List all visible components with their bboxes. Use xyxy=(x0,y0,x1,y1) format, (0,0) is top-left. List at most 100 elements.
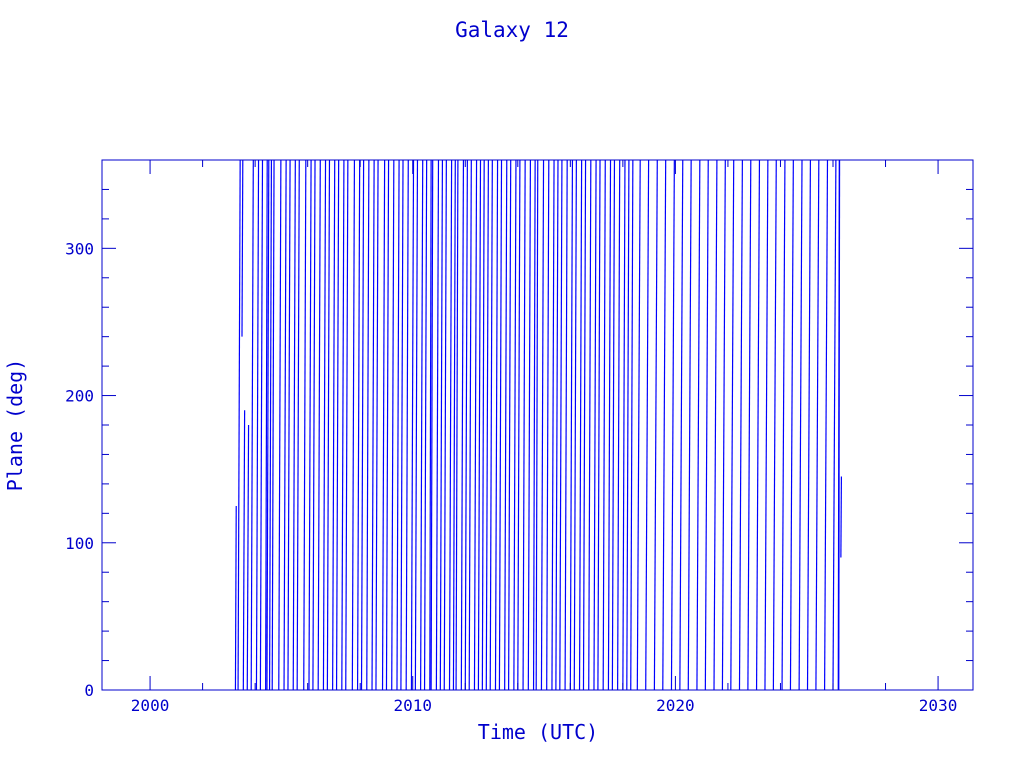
data-segment xyxy=(806,159,812,691)
data-segment xyxy=(755,159,761,691)
data-segment xyxy=(630,159,634,691)
data-segment xyxy=(513,159,517,691)
data-segment xyxy=(296,159,300,691)
data-segment xyxy=(266,159,270,691)
data-segment xyxy=(485,159,489,691)
data-segment xyxy=(481,159,485,691)
data-segment xyxy=(597,159,601,691)
data-segment xyxy=(271,159,275,691)
y-tick-label: 300 xyxy=(65,239,94,258)
data-segment xyxy=(234,505,237,691)
data-segment xyxy=(494,159,499,691)
data-segment xyxy=(396,159,400,691)
data-segment xyxy=(789,159,794,691)
data-segment xyxy=(696,159,701,691)
data-segment xyxy=(371,159,375,691)
data-segment xyxy=(772,159,777,691)
data-segment xyxy=(308,159,312,691)
data-segment xyxy=(237,159,241,691)
data-segment xyxy=(578,159,583,691)
data-segment xyxy=(622,159,626,691)
data-segment xyxy=(423,159,428,691)
data-segment xyxy=(573,159,577,691)
data-segment xyxy=(535,159,539,691)
data-segment xyxy=(840,476,843,558)
data-segment xyxy=(569,159,574,691)
y-tick-label: 200 xyxy=(65,387,94,406)
data-segment xyxy=(611,159,616,691)
data-segment xyxy=(798,159,803,691)
data-segment xyxy=(265,159,268,691)
data-segment xyxy=(838,159,841,691)
x-tick-label: 2020 xyxy=(656,696,695,715)
data-segment xyxy=(662,159,667,691)
data-segment xyxy=(255,159,260,691)
data-segment xyxy=(540,159,545,691)
data-segment xyxy=(345,159,349,691)
data-segment xyxy=(781,159,786,691)
data-segment xyxy=(455,159,459,691)
data-segment xyxy=(653,159,658,691)
data-segment xyxy=(452,159,456,691)
data-segment xyxy=(704,159,709,691)
data-segment xyxy=(391,159,395,691)
data-segment xyxy=(405,159,409,691)
data-segment xyxy=(473,159,478,691)
data-segment xyxy=(823,159,829,691)
data-segment xyxy=(292,159,296,691)
data-segment xyxy=(517,159,521,691)
data-segment xyxy=(317,159,321,691)
data-segment xyxy=(687,159,692,691)
data-segment xyxy=(504,159,508,691)
data-segment xyxy=(508,159,512,691)
data-segment xyxy=(645,159,650,691)
data-segment xyxy=(322,159,327,691)
data-segment xyxy=(679,159,684,691)
x-axis-label: Time (UTC) xyxy=(478,720,598,744)
data-segment xyxy=(546,159,550,691)
data-segment xyxy=(335,159,340,691)
data-segment xyxy=(832,159,837,691)
data-segment xyxy=(527,159,532,691)
data-segment xyxy=(356,159,361,691)
data-segment xyxy=(477,159,482,691)
data-segment xyxy=(738,159,743,691)
data-segment xyxy=(259,159,264,691)
data-segment xyxy=(464,159,468,691)
data-segment xyxy=(385,159,390,691)
data-segment xyxy=(602,159,606,691)
data-segment xyxy=(381,159,386,691)
data-segment xyxy=(414,159,419,691)
data-segment xyxy=(287,159,291,691)
data-segment xyxy=(430,159,434,691)
tick-labels: 2000 2010 2020 2030 0 100 200 300 xyxy=(65,239,957,715)
data-segment xyxy=(498,159,503,691)
data-segment xyxy=(626,159,630,691)
data-segment xyxy=(283,159,287,691)
data-segment xyxy=(747,159,752,691)
data-segment xyxy=(366,159,370,691)
data-segment xyxy=(593,159,597,691)
x-tick-label: 2000 xyxy=(131,696,170,715)
data-segment xyxy=(670,159,675,691)
data-segment xyxy=(582,159,587,691)
y-axis-label: Plane (deg) xyxy=(3,359,27,491)
data-segment xyxy=(559,159,563,691)
data-segment xyxy=(435,159,440,691)
data-segment xyxy=(429,159,432,691)
data-segment xyxy=(303,159,307,691)
data-segment xyxy=(522,159,526,691)
data-segment xyxy=(636,159,641,691)
data-segment xyxy=(420,159,424,691)
x-tick-label: 2030 xyxy=(919,696,958,715)
data-segment xyxy=(400,159,404,691)
data-segment xyxy=(312,159,316,691)
data-segment xyxy=(588,159,592,691)
data-segment xyxy=(360,159,365,691)
data-segment xyxy=(375,159,379,691)
data-segment xyxy=(241,159,244,337)
chart-title: Galaxy 12 xyxy=(455,18,569,42)
data-segment xyxy=(250,159,254,691)
data-segment xyxy=(410,159,415,691)
